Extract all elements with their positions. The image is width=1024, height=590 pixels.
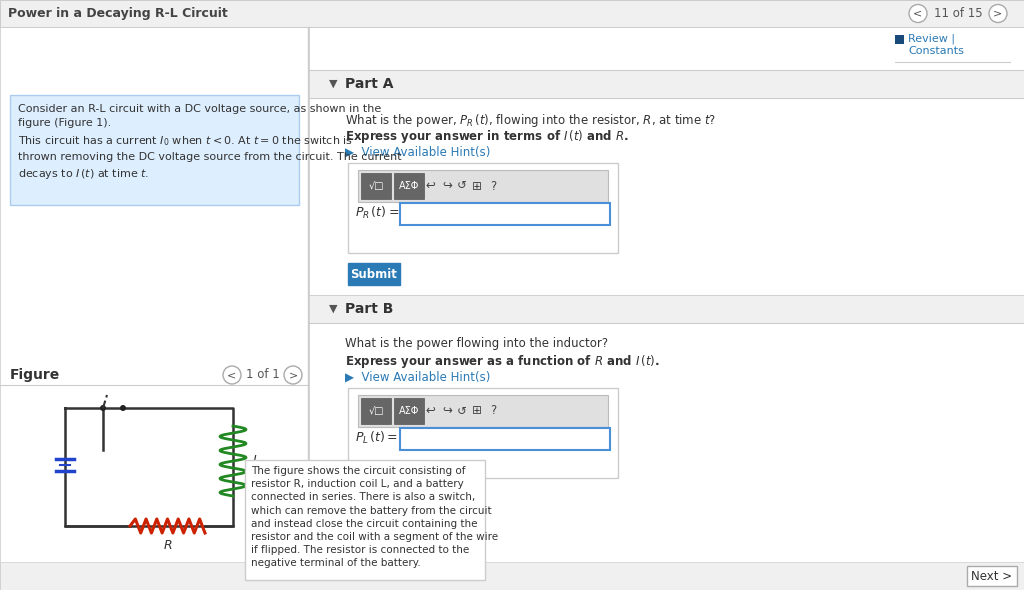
Text: Power in a Decaying R-L Circuit: Power in a Decaying R-L Circuit bbox=[8, 7, 227, 20]
Circle shape bbox=[223, 366, 241, 384]
Text: ↩: ↩ bbox=[425, 405, 435, 418]
Text: >: > bbox=[289, 370, 298, 380]
Circle shape bbox=[909, 5, 927, 22]
Circle shape bbox=[100, 405, 106, 411]
Bar bbox=[400, 203, 610, 225]
Text: ?: ? bbox=[489, 179, 496, 192]
Bar bbox=[348, 388, 618, 478]
Bar bbox=[361, 398, 391, 424]
Text: ▼: ▼ bbox=[329, 79, 338, 89]
Text: Consider an R-L circuit with a DC voltage source, as shown in the
figure (Figure: Consider an R-L circuit with a DC voltag… bbox=[18, 104, 381, 128]
Bar bbox=[348, 263, 400, 285]
Text: 11 of 15: 11 of 15 bbox=[934, 7, 982, 20]
Text: The figure shows the circuit consisting of
resistor R, induction coil L, and a b: The figure shows the circuit consisting … bbox=[251, 466, 498, 568]
Text: ↺: ↺ bbox=[457, 179, 467, 192]
Text: √□: √□ bbox=[369, 406, 384, 416]
Text: ↪: ↪ bbox=[442, 405, 452, 418]
Text: This circuit has a current $I_0$ when $t < 0$. At $t = 0$ the switch is
thrown r: This circuit has a current $I_0$ when $t… bbox=[18, 134, 401, 181]
Bar bbox=[309, 295, 1024, 323]
Text: ▶  View Available Hint(s): ▶ View Available Hint(s) bbox=[345, 146, 490, 159]
Bar bbox=[394, 398, 424, 424]
Text: Constants: Constants bbox=[908, 46, 964, 56]
Text: $L$: $L$ bbox=[252, 454, 260, 467]
Text: <: < bbox=[227, 370, 237, 380]
Bar bbox=[0, 0, 1024, 27]
Text: ▼: ▼ bbox=[329, 304, 338, 314]
Bar bbox=[358, 170, 608, 202]
Bar bbox=[10, 95, 299, 205]
Text: Submit: Submit bbox=[350, 267, 397, 280]
Text: ▶  View Available Hint(s): ▶ View Available Hint(s) bbox=[345, 371, 490, 384]
Text: Part A: Part A bbox=[345, 77, 393, 91]
Text: √□: √□ bbox=[369, 181, 384, 191]
Bar bbox=[245, 460, 485, 580]
Text: 1 of 1: 1 of 1 bbox=[246, 369, 280, 382]
Text: >: > bbox=[993, 8, 1002, 18]
Text: Express your answer as a function of $R$ and $I\,(t)$.: Express your answer as a function of $R$… bbox=[345, 353, 659, 370]
Text: $R$: $R$ bbox=[163, 539, 172, 552]
Bar bbox=[394, 173, 424, 199]
Text: ?: ? bbox=[489, 405, 496, 418]
Text: $P_L\,(t) =$: $P_L\,(t) =$ bbox=[355, 430, 398, 446]
Bar bbox=[895, 35, 904, 44]
Text: ΑΣΦ: ΑΣΦ bbox=[398, 406, 419, 416]
Text: ΑΣΦ: ΑΣΦ bbox=[398, 181, 419, 191]
Text: ↺: ↺ bbox=[457, 405, 467, 418]
Circle shape bbox=[284, 366, 302, 384]
Bar bbox=[0, 562, 1024, 590]
Bar bbox=[361, 173, 391, 199]
Text: ↪: ↪ bbox=[442, 179, 452, 192]
Text: $P_R\,(t) =$: $P_R\,(t) =$ bbox=[355, 205, 399, 221]
Text: What is the power, $P_R\,(t)$, flowing into the resistor, $R$, at time $t$?: What is the power, $P_R\,(t)$, flowing i… bbox=[345, 112, 717, 129]
Text: Provide Feedback: Provide Feedback bbox=[341, 571, 439, 581]
Bar bbox=[400, 428, 610, 450]
Text: <: < bbox=[913, 8, 923, 18]
Text: Next >: Next > bbox=[972, 569, 1013, 582]
Text: Part B: Part B bbox=[345, 302, 393, 316]
Bar bbox=[967, 566, 1017, 586]
Bar bbox=[309, 27, 1024, 590]
Text: ⊞: ⊞ bbox=[472, 405, 482, 418]
Text: ↩: ↩ bbox=[425, 179, 435, 192]
Text: Figure: Figure bbox=[10, 368, 60, 382]
Bar bbox=[309, 70, 1024, 98]
Circle shape bbox=[120, 405, 126, 411]
Text: ⊞: ⊞ bbox=[472, 179, 482, 192]
Text: Express your answer in terms of $I\,(t)$ and $R$.: Express your answer in terms of $I\,(t)$… bbox=[345, 128, 629, 145]
Text: Review |: Review | bbox=[908, 34, 955, 44]
Text: What is the power flowing into the inductor?: What is the power flowing into the induc… bbox=[345, 337, 608, 350]
Bar bbox=[348, 163, 618, 253]
Bar bbox=[0, 27, 309, 590]
Bar bbox=[358, 395, 608, 427]
Circle shape bbox=[989, 5, 1007, 22]
